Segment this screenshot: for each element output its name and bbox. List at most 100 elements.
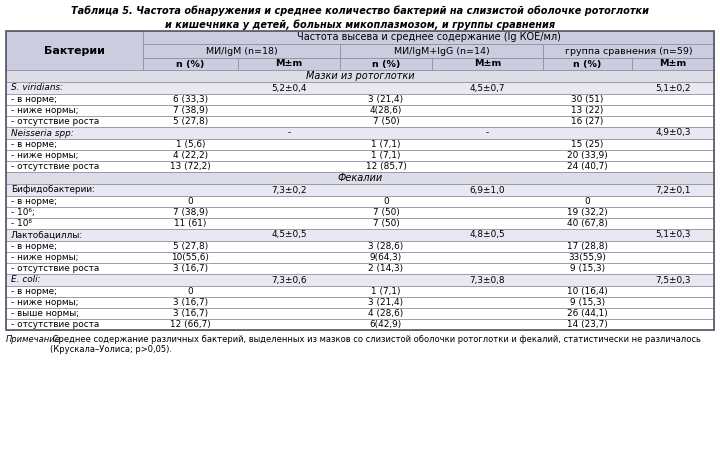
Text: группа сравнения (n=59): группа сравнения (n=59)	[564, 47, 693, 56]
Text: 12 (85,7): 12 (85,7)	[366, 162, 406, 171]
Bar	[340, 44, 543, 58]
Bar	[6, 105, 714, 116]
Bar	[6, 139, 714, 150]
Bar	[143, 58, 238, 70]
Text: 6,9±1,0: 6,9±1,0	[469, 186, 505, 194]
Text: 16 (27): 16 (27)	[571, 117, 603, 126]
Text: 13 (22): 13 (22)	[571, 106, 603, 115]
Text: 26 (44,1): 26 (44,1)	[567, 309, 608, 318]
Bar	[6, 308, 714, 319]
Text: 3 (21,4): 3 (21,4)	[369, 298, 404, 307]
Bar	[6, 161, 714, 172]
Text: Частота высева и среднее содержание (lg КОЕ/мл): Частота высева и среднее содержание (lg …	[297, 32, 560, 42]
Text: 5,1±0,2: 5,1±0,2	[655, 84, 690, 93]
Text: Бактерии: Бактерии	[44, 46, 105, 56]
Text: - отсутствие роста: - отсутствие роста	[11, 117, 99, 126]
Text: 0: 0	[585, 197, 590, 206]
Text: - отсутствие роста: - отсутствие роста	[11, 264, 99, 273]
Text: - в норме;: - в норме;	[11, 140, 57, 149]
Text: 33(55,9): 33(55,9)	[569, 253, 606, 262]
Text: M±m: M±m	[275, 59, 302, 68]
Text: 19 (32,2): 19 (32,2)	[567, 208, 608, 217]
Text: n (%): n (%)	[573, 59, 602, 68]
Bar	[6, 207, 714, 218]
Text: 30 (51): 30 (51)	[571, 95, 603, 104]
Text: Бифидобактерии:: Бифидобактерии:	[11, 186, 95, 194]
Text: и кишечника у детей, больных микоплазмозом, и группы сравнения: и кишечника у детей, больных микоплазмоз…	[165, 19, 555, 29]
Bar	[6, 31, 714, 330]
Bar	[143, 44, 340, 58]
Bar	[6, 184, 714, 196]
Text: 7,3±0,2: 7,3±0,2	[271, 186, 307, 194]
Text: 10 (16,4): 10 (16,4)	[567, 287, 608, 296]
Text: 4,9±0,3: 4,9±0,3	[655, 129, 690, 137]
Text: 20 (33,9): 20 (33,9)	[567, 151, 608, 160]
Bar	[6, 127, 714, 139]
Text: Среднее содержание различных бактерий, выделенных из мазков со слизистой оболочк: Среднее содержание различных бактерий, в…	[50, 335, 701, 354]
Text: 7 (38,9): 7 (38,9)	[173, 106, 208, 115]
Text: 4(28,6): 4(28,6)	[370, 106, 402, 115]
Bar	[6, 274, 714, 286]
Text: 0: 0	[383, 197, 389, 206]
Bar	[6, 70, 714, 82]
Text: - ниже нормы;: - ниже нормы;	[11, 106, 78, 115]
Text: 9 (15,3): 9 (15,3)	[570, 298, 605, 307]
Text: МИ/IgM (n=18): МИ/IgM (n=18)	[206, 47, 277, 56]
Text: -: -	[486, 129, 489, 137]
Text: M±m: M±m	[660, 59, 687, 68]
Text: 40 (67,8): 40 (67,8)	[567, 219, 608, 228]
Text: n (%): n (%)	[176, 59, 204, 68]
Bar	[6, 94, 714, 105]
Bar	[340, 58, 432, 70]
Text: 3 (28,6): 3 (28,6)	[369, 242, 404, 251]
Text: 0: 0	[188, 197, 193, 206]
Text: - в норме;: - в норме;	[11, 242, 57, 251]
Bar	[6, 116, 714, 127]
Text: 15 (25): 15 (25)	[571, 140, 603, 149]
Bar	[6, 196, 714, 207]
Text: 11 (61): 11 (61)	[174, 219, 207, 228]
Text: 5 (27,8): 5 (27,8)	[173, 117, 208, 126]
Text: 1 (7,1): 1 (7,1)	[372, 151, 401, 160]
Bar	[238, 58, 340, 70]
Text: 3 (21,4): 3 (21,4)	[369, 95, 404, 104]
Text: МИ/IgM+IgG (n=14): МИ/IgM+IgG (n=14)	[394, 47, 490, 56]
Text: 14 (23,7): 14 (23,7)	[567, 320, 608, 329]
Text: - отсутствие роста: - отсутствие роста	[11, 162, 99, 171]
Text: E. coli:: E. coli:	[11, 276, 40, 285]
Bar	[6, 150, 714, 161]
Bar	[432, 58, 543, 70]
Text: 7,3±0,8: 7,3±0,8	[469, 276, 505, 285]
Text: Таблица 5. Частота обнаружения и среднее количество бактерий на слизистой оболоч: Таблица 5. Частота обнаружения и среднее…	[71, 6, 649, 17]
Text: 9(64,3): 9(64,3)	[370, 253, 402, 262]
Text: 4 (22,2): 4 (22,2)	[173, 151, 208, 160]
Text: 7 (50): 7 (50)	[373, 208, 400, 217]
Text: - отсутствие роста: - отсутствие роста	[11, 320, 99, 329]
Text: 5,1±0,3: 5,1±0,3	[655, 230, 690, 239]
Text: - 10⁶;: - 10⁶;	[11, 208, 35, 217]
Text: 4,8±0,5: 4,8±0,5	[469, 230, 505, 239]
Text: 3 (16,7): 3 (16,7)	[173, 298, 208, 307]
Bar	[6, 229, 714, 241]
Text: 6(42,9): 6(42,9)	[370, 320, 402, 329]
Text: 2 (14,3): 2 (14,3)	[369, 264, 404, 273]
Text: 5 (27,8): 5 (27,8)	[173, 242, 208, 251]
Bar	[632, 58, 714, 70]
Text: - в норме;: - в норме;	[11, 287, 57, 296]
Bar	[6, 31, 143, 70]
Bar	[6, 286, 714, 297]
Text: 10(55,6): 10(55,6)	[171, 253, 210, 262]
Text: 0: 0	[188, 287, 193, 296]
Text: Мазки из ротоглотки: Мазки из ротоглотки	[306, 71, 414, 81]
Text: - ниже нормы;: - ниже нормы;	[11, 298, 78, 307]
Bar	[6, 31, 143, 44]
Text: Neisseria spp:: Neisseria spp:	[11, 129, 73, 137]
Text: 9 (15,3): 9 (15,3)	[570, 264, 605, 273]
Text: - 10⁸: - 10⁸	[11, 219, 32, 228]
Text: 3 (16,7): 3 (16,7)	[173, 264, 208, 273]
Text: 7,3±0,6: 7,3±0,6	[271, 276, 307, 285]
Text: 4,5±0,7: 4,5±0,7	[469, 84, 505, 93]
Text: 4,5±0,5: 4,5±0,5	[271, 230, 307, 239]
Text: 1 (5,6): 1 (5,6)	[176, 140, 205, 149]
Bar	[6, 172, 714, 184]
